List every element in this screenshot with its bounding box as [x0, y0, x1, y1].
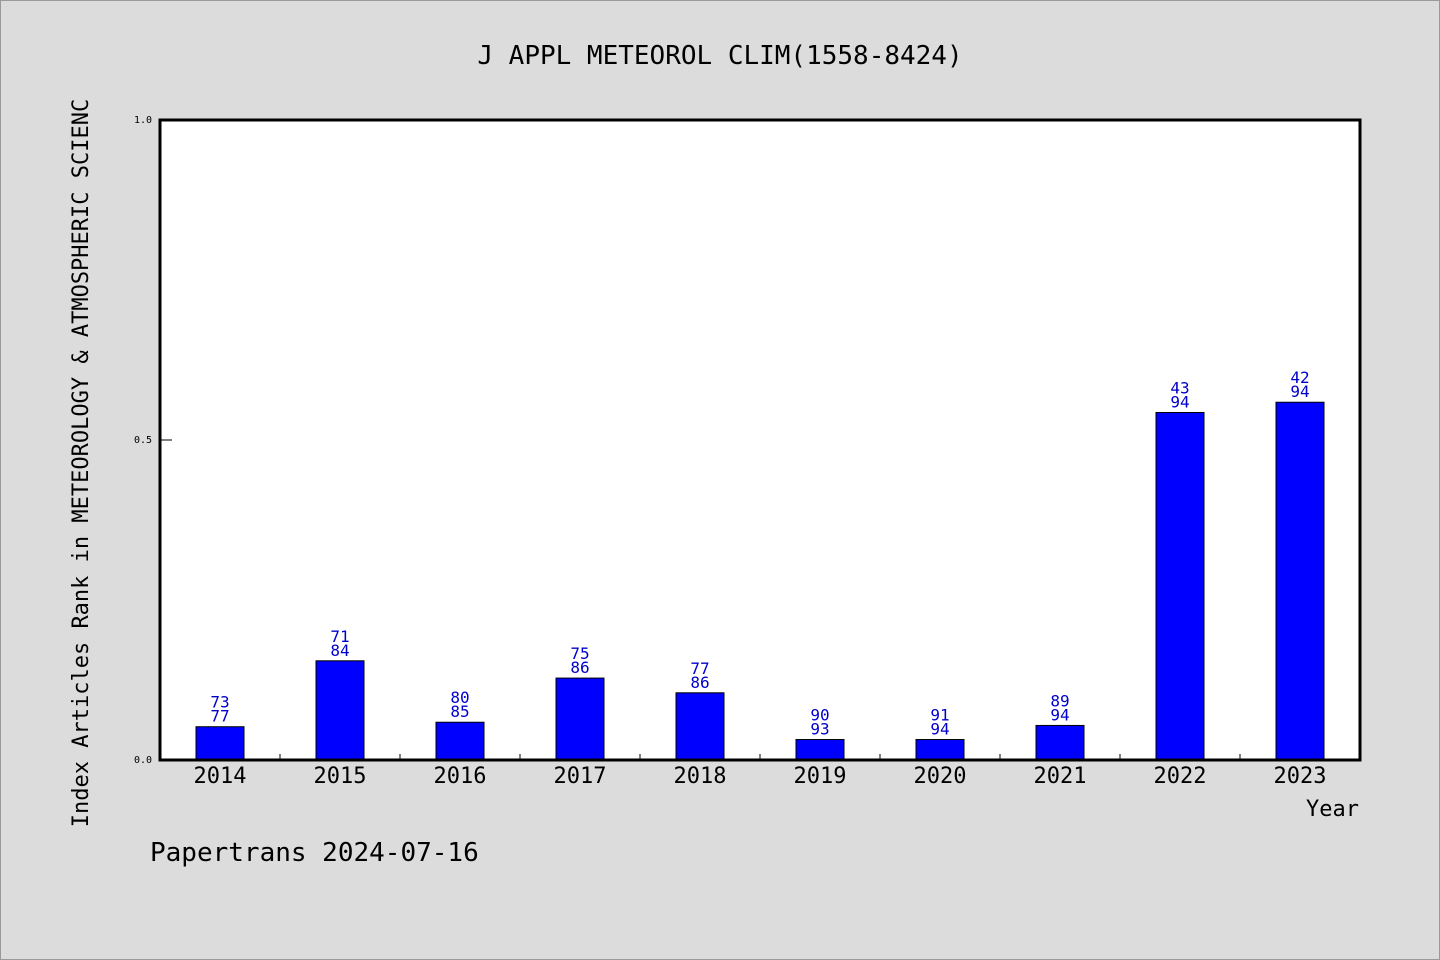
bar-total-label-2020: 94 [930, 720, 949, 739]
bar-total-label-2014: 77 [210, 707, 229, 726]
x-tick-label-2015: 2015 [314, 764, 367, 789]
bar-2017 [555, 677, 605, 761]
bar-2023 [1275, 401, 1325, 761]
x-axis-label: Year [1306, 797, 1359, 822]
y-axis-label: Index Articles Rank in METEOROLOGY & ATM… [69, 99, 94, 827]
y-tick-label: 1.0 [134, 115, 152, 126]
bar-total-label-2021: 94 [1050, 705, 1069, 724]
plot-border [158, 118, 1362, 762]
bar-rank-label-2017: 75 [570, 644, 589, 663]
bar-2018 [675, 692, 725, 761]
bar-rank-label-2016: 80 [450, 688, 469, 707]
bar-2021 [1035, 724, 1085, 761]
x-tick-label-2020: 2020 [914, 764, 967, 789]
bar-2016 [435, 721, 485, 761]
x-tick-label-2014: 2014 [194, 764, 247, 789]
bar-total-label-2018: 86 [690, 673, 709, 692]
bar-rank-label-2023: 42 [1290, 368, 1309, 387]
footer-date-stamp: Papertrans 2024-07-16 [150, 838, 479, 868]
bar-total-label-2019: 93 [810, 720, 829, 739]
chart-title: J APPL METEOROL CLIM(1558-8424) [477, 41, 962, 71]
bar-2015 [315, 660, 365, 761]
bar-total-label-2017: 86 [570, 658, 589, 677]
y-tick-label: 0.5 [134, 435, 152, 446]
bar-2019 [795, 739, 845, 761]
x-tick-label-2022: 2022 [1154, 764, 1207, 789]
y-tick-label: 0.0 [134, 755, 152, 766]
bar-2014 [195, 726, 245, 761]
x-tick-label-2017: 2017 [554, 764, 607, 789]
bar-2022 [1155, 411, 1205, 761]
x-tick-label-2019: 2019 [794, 764, 847, 789]
bar-total-label-2022: 94 [1170, 392, 1189, 411]
bar-2020 [915, 739, 965, 761]
bar-total-label-2023: 94 [1290, 382, 1309, 401]
bar-total-label-2016: 85 [450, 702, 469, 721]
bar-rank-label-2022: 43 [1170, 378, 1189, 397]
bar-rank-label-2020: 91 [930, 706, 949, 725]
bar-rank-label-2014: 73 [210, 693, 229, 712]
axis-ticks-group: 2014 2015 2016 2017 2018 2019 2020 2021 2022 2023… [134, 115, 1327, 789]
bar-rank-label-2021: 89 [1050, 691, 1069, 710]
bar-rank-label-2015: 71 [330, 627, 349, 646]
x-tick-label-2023: 2023 [1274, 764, 1327, 789]
bar-rank-label-2018: 77 [690, 659, 709, 678]
x-tick-label-2018: 2018 [674, 764, 727, 789]
bars-group [195, 401, 1325, 761]
x-tick-label-2021: 2021 [1034, 764, 1087, 789]
bar-total-label-2015: 84 [330, 641, 349, 660]
x-tick-label-2016: 2016 [434, 764, 487, 789]
bar-rank-label-2019: 90 [810, 706, 829, 725]
